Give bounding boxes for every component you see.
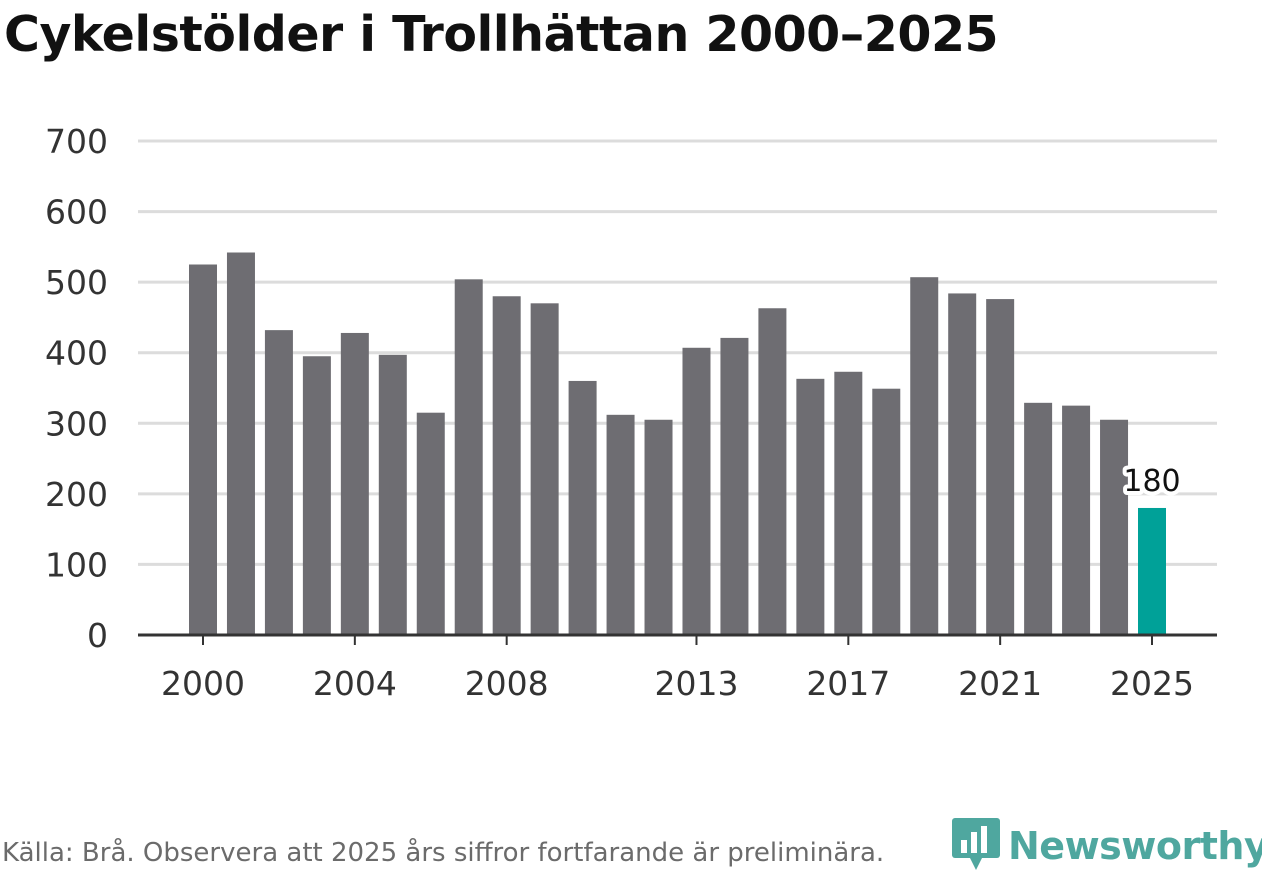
bar[interactable]: [720, 337, 749, 635]
bar[interactable]: [1062, 405, 1091, 635]
bar[interactable]: [948, 293, 977, 635]
bar[interactable]: [189, 264, 217, 636]
bar-chart: 0 100 200 300 400 500 600 700 2000 2004 2008 2013 20…: [45, 122, 1217, 703]
y-tick-label: 100: [45, 545, 108, 584]
bar[interactable]: [378, 354, 407, 635]
newsworthy-logo-icon: [952, 818, 1000, 870]
bar[interactable]: [340, 332, 369, 635]
x-tick-label: 2025: [1110, 664, 1194, 703]
bar[interactable]: [606, 414, 635, 635]
source-note: Källa: Brå. Observera att 2025 års siffr…: [2, 838, 885, 868]
chart-title: Cykelstölder i Trollhättan 2000–2025: [4, 6, 999, 63]
data-label: 180: [1123, 464, 1180, 499]
bar[interactable]: [1138, 507, 1166, 635]
bar[interactable]: [454, 279, 483, 635]
bar[interactable]: [872, 388, 901, 635]
x-tick-label: 2008: [465, 664, 549, 703]
bar[interactable]: [568, 380, 597, 635]
bar[interactable]: [986, 299, 1015, 635]
bar[interactable]: [264, 330, 293, 635]
bar[interactable]: [910, 277, 939, 635]
y-tick-label: 0: [87, 616, 108, 655]
y-tick-label: 300: [45, 404, 108, 443]
y-tick-label: 200: [45, 475, 108, 514]
x-tick-label: 2017: [806, 664, 890, 703]
y-tick-label: 400: [45, 334, 108, 373]
bar[interactable]: [530, 303, 559, 635]
bar[interactable]: [644, 419, 673, 635]
y-tick-label: 700: [45, 122, 108, 161]
bar[interactable]: [302, 356, 331, 635]
x-tick-label: 2021: [958, 664, 1042, 703]
bar[interactable]: [1100, 419, 1129, 635]
brand-name: Newsworthy: [1008, 824, 1262, 868]
x-tick-label: 2013: [654, 664, 738, 703]
y-tick-label: 500: [45, 263, 108, 302]
brand-logo[interactable]: Newsworthy: [952, 818, 1262, 874]
y-tick-label: 600: [45, 193, 108, 232]
bar[interactable]: [1024, 402, 1053, 635]
bar[interactable]: [416, 412, 445, 635]
bar[interactable]: [226, 252, 255, 635]
bar[interactable]: [492, 296, 521, 635]
bar[interactable]: [796, 378, 825, 635]
x-tick-label: 2000: [161, 664, 245, 703]
bar[interactable]: [834, 371, 863, 635]
bar[interactable]: [758, 308, 787, 635]
bar[interactable]: [682, 347, 711, 635]
x-tick-label: 2004: [313, 664, 397, 703]
